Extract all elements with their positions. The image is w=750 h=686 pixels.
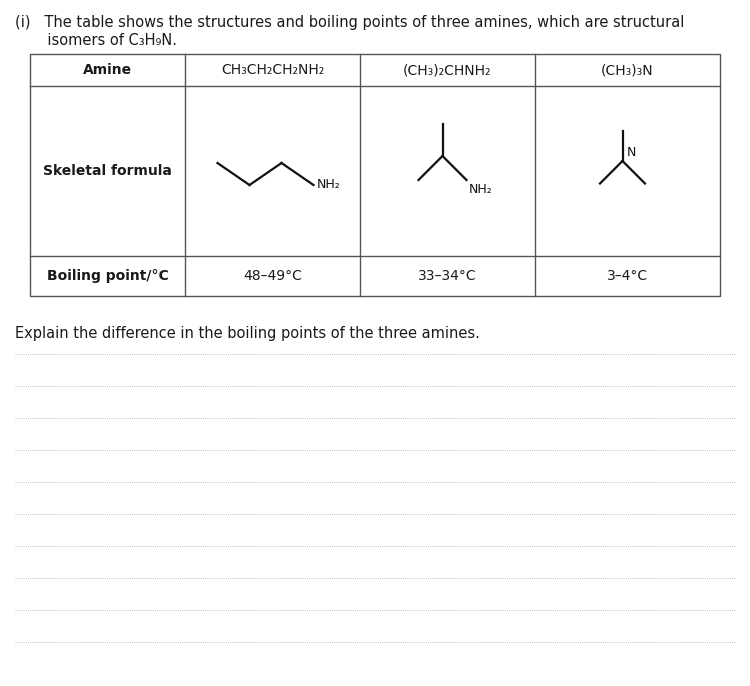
Text: 3–4°C: 3–4°C — [607, 269, 648, 283]
Text: Skeletal formula: Skeletal formula — [43, 164, 172, 178]
Text: Explain the difference in the boiling points of the three amines.: Explain the difference in the boiling po… — [15, 326, 480, 341]
Text: (CH₃)₃N: (CH₃)₃N — [602, 63, 654, 77]
Text: NH₂: NH₂ — [316, 178, 340, 191]
Text: CH₃CH₂CH₂NH₂: CH₃CH₂CH₂NH₂ — [220, 63, 324, 77]
Text: (CH₃)₂CHNH₂: (CH₃)₂CHNH₂ — [404, 63, 492, 77]
Text: Amine: Amine — [83, 63, 132, 77]
Text: 33–34°C: 33–34°C — [419, 269, 477, 283]
Text: NH₂: NH₂ — [469, 183, 492, 196]
Text: (i)   The table shows the structures and boiling points of three amines, which a: (i) The table shows the structures and b… — [15, 15, 684, 30]
Bar — [30, 54, 720, 296]
Text: Boiling point/°C: Boiling point/°C — [46, 269, 168, 283]
Text: isomers of C₃H₉N.: isomers of C₃H₉N. — [15, 33, 177, 48]
Text: N: N — [626, 146, 636, 159]
Text: 48–49°C: 48–49°C — [243, 269, 302, 283]
